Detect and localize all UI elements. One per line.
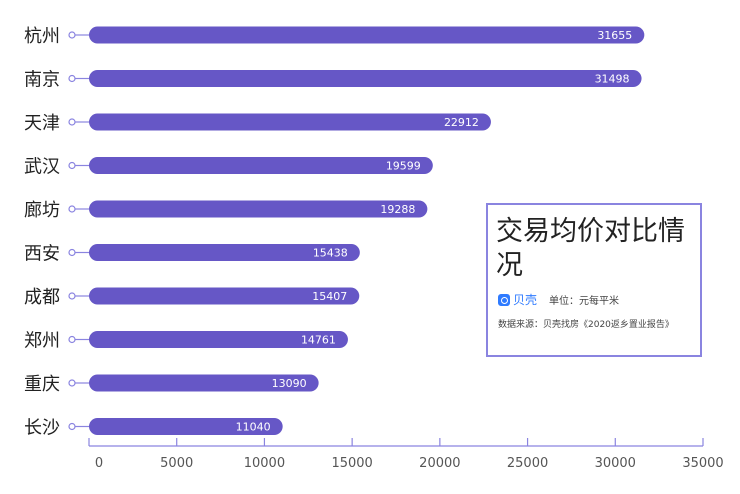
bar-value-label: 31498 — [595, 73, 630, 86]
connector-dot — [68, 422, 76, 431]
connector-dot — [68, 205, 76, 213]
connector-dot — [68, 379, 76, 387]
bar-value-label: 31655 — [597, 29, 632, 42]
bar-value-label: 19599 — [386, 160, 421, 173]
bar-value-label: 15438 — [313, 247, 348, 260]
bar-value-label: 11040 — [236, 421, 271, 434]
bar — [89, 287, 360, 305]
bar — [89, 374, 319, 392]
category-label: 武汉 — [24, 157, 60, 178]
category-label: 重庆 — [24, 374, 60, 395]
x-tick-label: 15000 — [331, 456, 372, 471]
connector-dot — [68, 31, 76, 39]
bar — [89, 244, 360, 261]
x-tick-label: 0 — [95, 456, 103, 471]
connector-dot — [68, 118, 76, 126]
category-label: 南京 — [24, 70, 60, 91]
x-tick-label: 25000 — [507, 456, 548, 471]
bar — [89, 331, 348, 348]
x-tick-label: 35000 — [682, 456, 723, 471]
category-label: 长沙 — [24, 418, 60, 439]
x-tick-label: 10000 — [244, 456, 285, 471]
connector-dot — [68, 161, 76, 170]
beike-logo-icon — [498, 293, 510, 306]
chart-info-box: 交易均价对比情况 贝壳 单位：元每平米 数据来源：贝壳找房《2020返乡置业报告… — [486, 203, 702, 357]
bar — [89, 200, 428, 218]
bar-value-label: 22912 — [444, 116, 479, 129]
category-label: 郑州 — [24, 331, 60, 352]
category-label: 天津 — [24, 113, 60, 134]
category-label: 成都 — [24, 287, 60, 308]
connector-dot — [68, 335, 76, 344]
data-source: 数据来源：贝壳找房《2020返乡置业报告》 — [498, 320, 674, 330]
x-tick-label: 5000 — [160, 456, 193, 471]
category-label: 廊坊 — [24, 200, 60, 221]
unit-label: 单位：元每平米 — [549, 296, 620, 307]
connector-dot — [68, 248, 76, 257]
bar-value-label: 14761 — [301, 334, 336, 347]
brand-row: 贝壳 单位：元每平米 — [498, 291, 619, 308]
bar-value-label: 19288 — [380, 203, 415, 216]
x-tick-label: 30000 — [595, 456, 636, 471]
bar-value-label: 13090 — [272, 377, 307, 390]
brand-name: 贝壳 — [513, 293, 538, 307]
category-label: 杭州 — [24, 26, 60, 47]
category-label: 西安 — [24, 244, 60, 265]
x-tick-label: 20000 — [419, 456, 460, 471]
bar — [89, 70, 642, 87]
bar-value-label: 15407 — [312, 290, 347, 303]
bar — [89, 157, 433, 174]
connector-dot — [68, 292, 76, 300]
bar — [89, 26, 645, 44]
bar — [89, 418, 283, 435]
connector-dot — [68, 74, 76, 83]
bar — [89, 113, 491, 131]
chart-title: 交易均价对比情况 — [496, 216, 685, 281]
